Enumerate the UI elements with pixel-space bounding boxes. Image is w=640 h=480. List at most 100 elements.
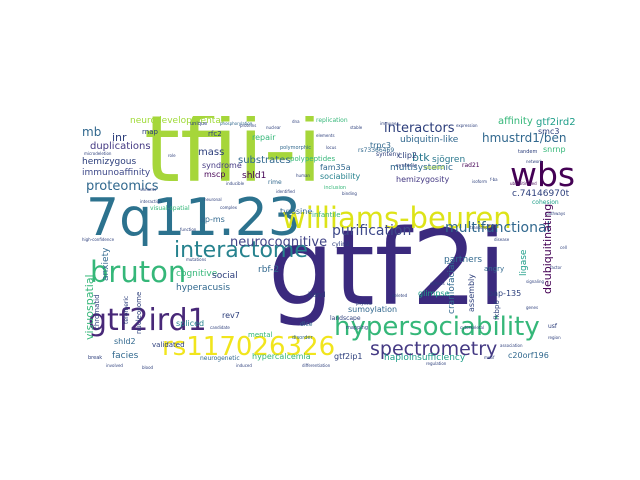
word-sjogren: sjögren [432, 155, 466, 165]
word-unique: unique [190, 121, 208, 127]
word-tyrosine: tyrosine [280, 207, 313, 216]
word-wbs: wbs [510, 155, 576, 194]
word-gtf2ip1: gtf2ip1 [334, 352, 363, 361]
word-visual-spatial: visual-spatial [150, 205, 190, 212]
word-defects: defects [430, 281, 445, 286]
word-synteny: synteny [376, 151, 400, 158]
word-human: human [296, 173, 310, 178]
word-shld1: shld1 [242, 171, 267, 181]
word-affinity: affinity [498, 116, 533, 127]
word-gtf2ird2: gtf2ird2 [536, 117, 576, 128]
word-infantile: infantile [312, 211, 341, 219]
word-c20orf196: c20orf196 [508, 351, 549, 360]
word-interaction: interaction [140, 199, 162, 204]
word-cohesion: cohesion [532, 199, 559, 206]
word-blood: blood [142, 365, 154, 370]
word-rnap: rnap [142, 128, 158, 136]
word-immune: immune [380, 121, 397, 126]
word-purification: purification [332, 223, 412, 239]
word-neurogenetic: neurogenetic [200, 355, 240, 362]
word-trpc3: trpc3 [370, 141, 391, 150]
word-social: social [212, 271, 238, 281]
word-gtf2i: gtf2i [268, 207, 507, 329]
word-substrates: substrates [238, 155, 291, 166]
word-mapping: mapping [346, 325, 369, 331]
word-hypersociability: hypersociability [334, 312, 540, 342]
word-inducible: inducible [226, 181, 245, 186]
word-usf: usf [548, 323, 558, 330]
word-angry: angry [484, 265, 505, 273]
word-craniofacial: craniofacial [447, 261, 457, 314]
word-ap-ms: ap-ms [200, 215, 225, 224]
word-polypeptides: polypeptides [290, 155, 336, 163]
word-interactors: interactors [384, 121, 455, 136]
word-nucleosome: nucleosome [135, 291, 143, 334]
word-polymorphic: polymorphic [280, 145, 312, 151]
word-ubiquitin-like: ubiquitin-like [400, 135, 459, 145]
word-coupled: coupled [424, 165, 444, 171]
word-locus: locus [326, 145, 337, 150]
word-rfc2: rfc2 [208, 130, 222, 138]
word-mental: mental [248, 331, 273, 339]
word-7q11-23: 7q11.23 [86, 188, 301, 248]
word-mutations: mutations [186, 257, 207, 262]
word-band: band [308, 291, 326, 299]
word-cylin2: cylin2 [332, 241, 350, 248]
word-disorder: disorder [292, 335, 313, 341]
word-interactome: interactome [174, 238, 308, 263]
word-motif: motif [484, 355, 495, 360]
word-rime: rime [268, 179, 282, 186]
word-hmustrd1-ben: hmustrd1/ben [482, 131, 567, 145]
word-proteins: proteins [240, 123, 257, 128]
word-immunoaffinity: immunoaffinity [82, 168, 151, 178]
word-f-ba: f-ba [490, 177, 498, 182]
word-tandem: tandem [518, 149, 538, 155]
word-bruton: bruton [90, 255, 187, 289]
word-inclusion: inclusion [324, 185, 347, 191]
word-rs117026326: rs117026326 [162, 332, 336, 362]
word-spectrometry: spectrometry [370, 338, 498, 360]
word-assembly: assembly [467, 274, 476, 312]
word-btk: btk [412, 151, 430, 164]
word-stable: stable [350, 125, 363, 130]
word-smc3: smc3 [538, 127, 560, 136]
word-elements: elements [316, 133, 335, 138]
word-fam35a: fam35a [320, 163, 351, 172]
word-signaling: signaling [526, 279, 545, 284]
word-sumoylation: sumoylation [348, 305, 398, 314]
word-validated: validated [152, 341, 185, 349]
word-differentiation: differentiation [302, 363, 331, 368]
word-cytoskeletal: cytoskeletal [460, 325, 485, 330]
word-proteomics: proteomics [86, 179, 159, 194]
word-syndrome: syndrome [202, 161, 242, 170]
word-identified: identified [276, 189, 295, 194]
word-regulation: regulation [426, 361, 447, 366]
word-break: break [88, 355, 103, 361]
word-dna: dna [292, 119, 300, 124]
word-cloud: tfii-i gtf2i 7q11.23 williams-beuren wbs… [80, 116, 577, 369]
word-cognitive: cognitive [176, 269, 218, 279]
word-factor: factor [550, 265, 562, 270]
word-repair: repair [252, 133, 276, 142]
word-deubiquitinating: deubiquitinating [541, 203, 554, 294]
word-candidate: candidate [210, 325, 230, 330]
word-region: region [548, 335, 561, 340]
word-hemizygosity: hemizygosity [396, 175, 450, 184]
word-c74146970t: c.74146970t [512, 189, 570, 199]
word-chromatid: chromatid [93, 294, 101, 330]
word-nuclear: nuclear [266, 125, 281, 130]
word-gtf2ird1: gtf2ird1 [88, 303, 207, 338]
word-tfii-i: tfii-i [144, 116, 323, 203]
word-transcription: transcription [470, 225, 496, 230]
word-binding: binding [342, 191, 357, 196]
word-network: network [526, 159, 543, 164]
word-rbf-2: rbf-2 [258, 265, 280, 275]
word-function: function [180, 227, 197, 232]
word-partners: partners [444, 255, 483, 265]
word-expression: expression [456, 123, 478, 128]
word-clip2: clip2 [398, 151, 418, 160]
word-landscape: landscape [330, 315, 361, 322]
word-rev7: rev7 [222, 311, 240, 320]
word-ligase: ligase [519, 249, 529, 276]
word-williams-beuren: williams-beuren [282, 201, 512, 235]
